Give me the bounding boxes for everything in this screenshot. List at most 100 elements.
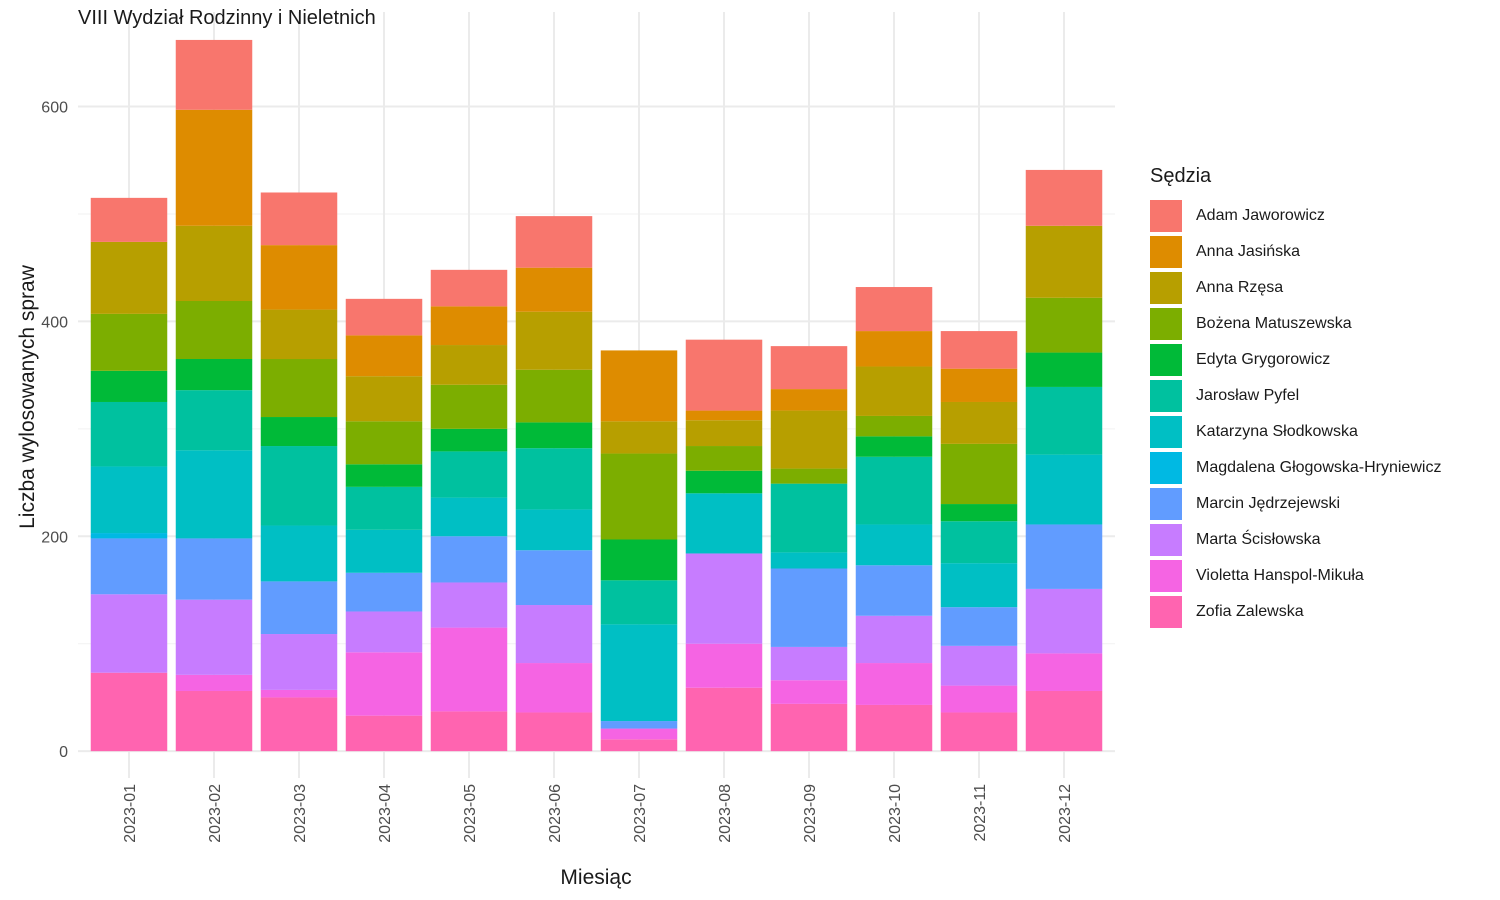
bar-segment: [345, 421, 423, 465]
legend-swatch: [1150, 488, 1182, 520]
bar-segment: [515, 509, 593, 551]
bar-segment: [770, 410, 848, 469]
y-tick-label: 400: [41, 314, 68, 331]
bar-segment: [515, 605, 593, 664]
bar-segment: [685, 410, 763, 421]
bar-segment: [940, 401, 1018, 444]
bar-segment: [940, 607, 1018, 646]
bar-segment: [770, 552, 848, 569]
bar-segment: [260, 417, 338, 447]
bar-segment: [175, 538, 253, 600]
bar-segment: [1025, 588, 1103, 654]
legend-item: Marcin Jędrzejewski: [1150, 486, 1441, 522]
bar-segment: [430, 536, 508, 583]
x-tick-label: 2023-05: [462, 784, 479, 843]
x-tick-label: 2023-11: [972, 784, 989, 842]
bar-segment: [175, 390, 253, 451]
bar-segment: [260, 697, 338, 752]
legend-label: Anna Jasińska: [1196, 243, 1301, 260]
legend-items: Adam Jaworowicz Anna Jasińska Anna Rzęsa Bo…: [1150, 198, 1441, 630]
bar-segment: [345, 611, 423, 653]
bar-segment: [940, 504, 1018, 522]
legend-item: Marta Ścisłowska: [1150, 522, 1441, 558]
legend-swatch: [1150, 524, 1182, 556]
legend-item: Bożena Matuszewska: [1150, 306, 1441, 342]
y-tick-label: 0: [59, 744, 68, 761]
bar-segment: [600, 539, 678, 581]
legend-swatch: [1150, 452, 1182, 484]
legend-swatch: [1150, 344, 1182, 376]
bar-segment: [90, 241, 168, 314]
bar-segment: [260, 525, 338, 582]
bar-segment: [600, 624, 678, 722]
bar-segment: [90, 197, 168, 242]
bar-segment: [90, 313, 168, 371]
legend-label: Marcin Jędrzejewski: [1196, 495, 1341, 512]
legend-item: Violetta Hanspol-Mikuła: [1150, 558, 1441, 594]
x-tick-label: 2023-01: [122, 784, 139, 843]
bar-segment: [430, 451, 508, 498]
bar-segment: [1025, 524, 1103, 589]
bar-segment: [175, 450, 253, 539]
bar-segment: [345, 486, 423, 530]
bar-segment: [770, 646, 848, 681]
bar-segment: [175, 39, 253, 110]
legend-label: Adam Jaworowicz: [1196, 207, 1325, 224]
y-tick-label: 600: [41, 100, 68, 117]
legend-title: Sędzia: [1150, 165, 1212, 187]
legend-item: Magdalena Głogowska-Hryniewicz: [1150, 450, 1441, 486]
bar-segment: [430, 269, 508, 307]
legend-swatch: [1150, 416, 1182, 448]
bar-segment: [260, 192, 338, 246]
x-tick-label: 2023-09: [802, 784, 819, 843]
bar-segment: [855, 524, 933, 566]
bar-segment: [1025, 690, 1103, 752]
bar-segment: [855, 456, 933, 525]
x-tick-label: 2023-07: [632, 784, 649, 843]
bar-segment: [515, 448, 593, 510]
bars: [90, 39, 1103, 752]
legend-swatch: [1150, 596, 1182, 628]
legend-swatch: [1150, 272, 1182, 304]
chart-title: VIII Wydział Rodzinny i Nieletnich: [78, 7, 376, 29]
bar-segment: [1025, 297, 1103, 353]
bar-segment: [940, 521, 1018, 564]
legend-label: Anna Rzęsa: [1196, 279, 1284, 296]
bar-segment: [770, 703, 848, 752]
legend-swatch: [1150, 236, 1182, 268]
x-tick-label: 2023-02: [207, 784, 224, 843]
bar-segment: [940, 331, 1018, 369]
bar-segment: [855, 663, 933, 705]
bar-segment: [345, 298, 423, 336]
legend-label: Zofia Zalewska: [1196, 603, 1304, 620]
bar-segment: [260, 581, 338, 635]
bar-segment: [430, 582, 508, 628]
x-tick-label: 2023-08: [717, 784, 734, 843]
bar-segment: [515, 550, 593, 606]
bar-segment: [600, 453, 678, 540]
bar-segment: [770, 680, 848, 704]
legend-swatch: [1150, 560, 1182, 592]
bar-segment: [940, 368, 1018, 402]
x-axis-title: Miesiąc: [560, 866, 632, 889]
bar-segment: [1025, 169, 1103, 226]
bar-segment: [685, 339, 763, 411]
bar-segment: [260, 446, 338, 526]
bar-segment: [770, 389, 848, 411]
legend-label: Edyta Grygorowicz: [1196, 351, 1331, 368]
legend-item: Anna Rzęsa: [1150, 270, 1441, 306]
bar-segment: [855, 287, 933, 332]
bar-segment: [940, 712, 1018, 752]
legend-label: Marta Ścisłowska: [1196, 531, 1321, 548]
bar-segment: [685, 446, 763, 471]
bar-segment: [175, 674, 253, 691]
legend-item: Edyta Grygorowicz: [1150, 342, 1441, 378]
bar-segment: [685, 553, 763, 644]
bar-segment: [345, 335, 423, 377]
bar-segment: [175, 225, 253, 301]
bar-segment: [90, 672, 168, 752]
legend-item: Zofia Zalewska: [1150, 594, 1441, 630]
bar-segment: [770, 568, 848, 647]
bar-segment: [260, 689, 338, 698]
bar-segment: [515, 712, 593, 752]
